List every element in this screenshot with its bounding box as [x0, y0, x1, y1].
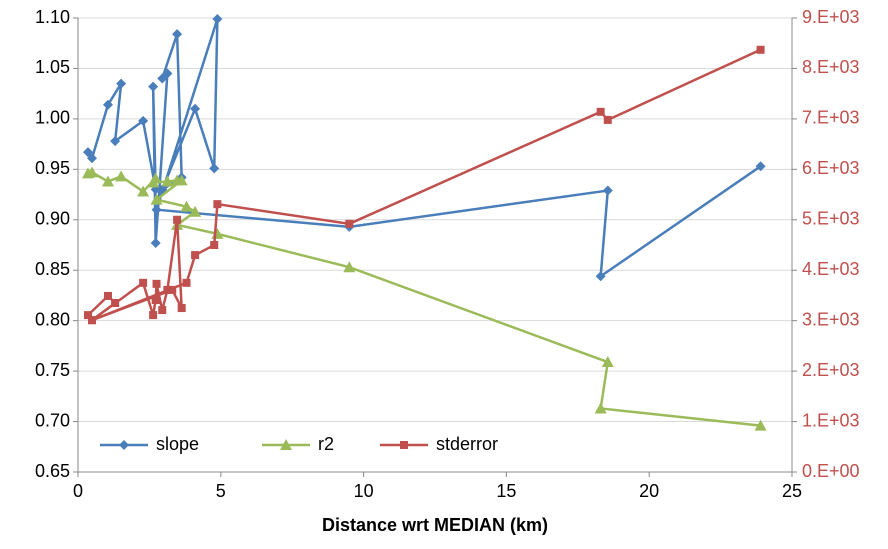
point [137, 185, 150, 197]
legend-label: slope [156, 434, 199, 454]
y-tick-label: 0.70 [35, 410, 70, 430]
point [149, 311, 158, 320]
point [116, 78, 127, 89]
point [150, 237, 161, 248]
point [151, 204, 162, 215]
y2-tick-label: 1.E+03 [802, 410, 860, 430]
point [602, 185, 613, 196]
point [148, 81, 159, 92]
point [152, 279, 161, 288]
point [180, 200, 193, 212]
y-tick-label: 1.10 [35, 7, 70, 27]
x-axis-label: Distance wrt MEDIAN (km) [322, 515, 548, 535]
point [175, 174, 188, 186]
point [189, 205, 202, 217]
legend-label: stderror [436, 434, 498, 454]
legend-marker [280, 439, 292, 450]
x-tick-label: 25 [782, 481, 802, 501]
point [86, 153, 97, 164]
legend-label: r2 [318, 434, 334, 454]
point [343, 261, 356, 273]
point [162, 68, 173, 79]
point [83, 311, 92, 320]
y-tick-label: 1.00 [35, 108, 70, 128]
point [158, 306, 167, 315]
point [139, 278, 148, 287]
point [147, 176, 160, 188]
point [151, 295, 160, 304]
point [82, 147, 93, 158]
legend-marker [119, 440, 129, 450]
point [103, 291, 112, 300]
point [168, 285, 177, 294]
point [190, 103, 201, 114]
x-tick-label: 10 [354, 481, 374, 501]
point [138, 115, 149, 126]
y-tick-label: 0.75 [35, 360, 70, 380]
point [182, 278, 191, 287]
point [210, 241, 219, 249]
point [157, 73, 168, 84]
point [85, 166, 98, 178]
x-tick-label: 15 [496, 481, 516, 501]
point [756, 45, 765, 54]
point [177, 304, 186, 313]
point [173, 215, 182, 224]
point [213, 200, 222, 209]
point [754, 419, 767, 431]
point [596, 107, 605, 116]
y2-tick-label: 6.E+03 [802, 158, 860, 178]
y2-tick-label: 3.E+03 [802, 309, 860, 329]
point [212, 14, 223, 25]
x-tick-label: 20 [639, 481, 659, 501]
y2-tick-label: 4.E+03 [802, 259, 860, 279]
y-tick-label: 0.65 [35, 461, 70, 481]
y2-tick-label: 2.E+03 [802, 360, 860, 380]
point [603, 115, 612, 124]
point [601, 356, 614, 368]
y-tick-label: 0.95 [35, 158, 70, 178]
y2-tick-label: 7.E+03 [802, 108, 860, 128]
point [755, 161, 766, 172]
legend-marker [400, 441, 408, 449]
point [150, 193, 163, 205]
point [594, 402, 607, 414]
point [110, 136, 121, 147]
y2-tick-label: 0.E+00 [802, 461, 860, 481]
y-tick-label: 0.85 [35, 259, 70, 279]
point [111, 299, 120, 308]
y-tick-label: 1.05 [35, 57, 70, 77]
point [345, 219, 354, 228]
point [209, 163, 220, 174]
point [191, 251, 200, 260]
point [115, 170, 128, 182]
series-line [86, 18, 762, 279]
point [595, 271, 606, 282]
x-tick-label: 0 [73, 481, 83, 501]
y-tick-label: 0.80 [35, 309, 70, 329]
y-tick-label: 0.90 [35, 209, 70, 229]
point [87, 316, 96, 325]
point [163, 285, 172, 294]
y2-tick-label: 9.E+03 [802, 7, 860, 27]
x-tick-label: 5 [216, 481, 226, 501]
y2-tick-label: 8.E+03 [802, 57, 860, 77]
point [172, 29, 183, 40]
point [102, 99, 113, 110]
point [161, 175, 174, 187]
point [101, 175, 114, 187]
y2-tick-label: 5.E+03 [802, 209, 860, 229]
